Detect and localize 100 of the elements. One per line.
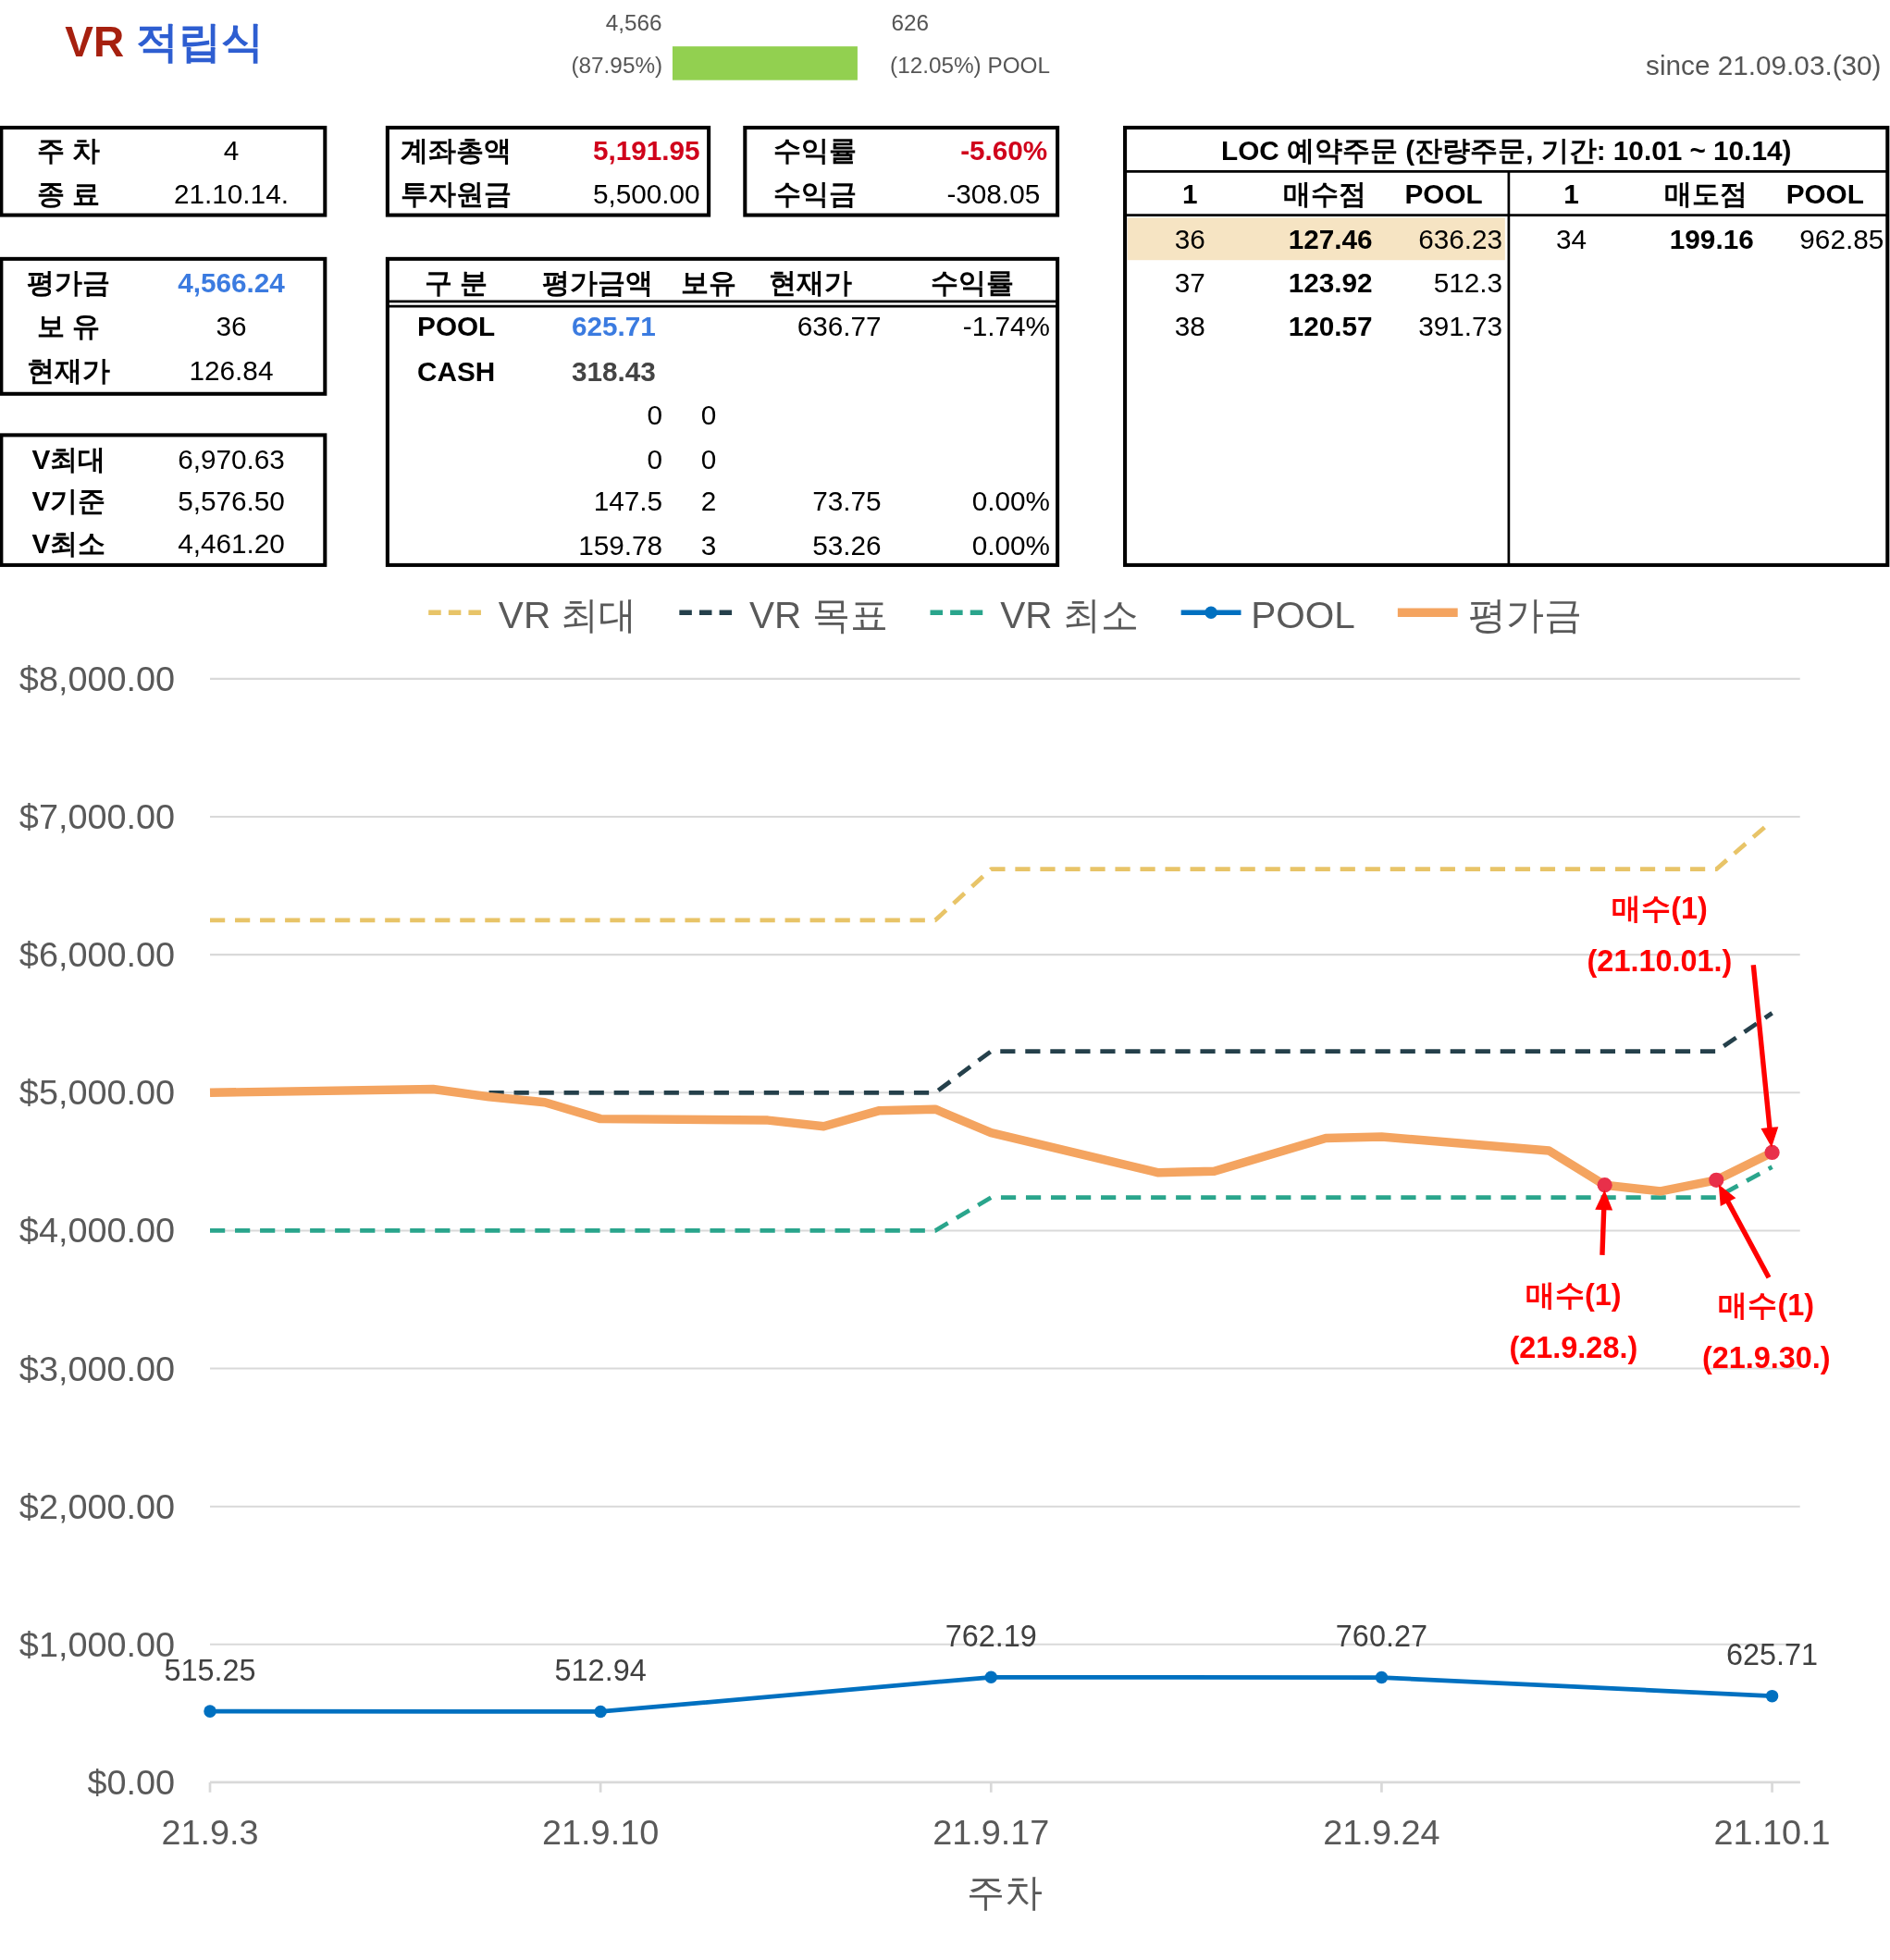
- x-tick-label: 21.9.3: [161, 1813, 259, 1853]
- text: LOC 예약주문 (잔량주문, 기간: 10.01 ~ 10.14): [1221, 134, 1792, 166]
- text: 보 유: [37, 311, 101, 342]
- text: -5.60%: [960, 134, 1048, 166]
- text: 4: [223, 134, 240, 166]
- text: 보유: [681, 267, 737, 299]
- text: 2: [700, 486, 717, 517]
- x-tick-label: 21.9.10: [542, 1813, 660, 1853]
- text: 주 차: [37, 134, 101, 166]
- text: 37: [1174, 267, 1205, 299]
- y-tick-label: $7,000.00: [19, 797, 176, 836]
- text: 21.10.14.: [173, 179, 289, 210]
- data-label: 762.19: [945, 1619, 1037, 1653]
- annotation: 매수(1) (21.10.01.): [1587, 892, 1733, 979]
- text: 5,191.95: [592, 134, 700, 166]
- text: 147.5: [593, 486, 663, 517]
- point: [1765, 1689, 1779, 1703]
- text: -1.74%: [962, 311, 1050, 342]
- text: 4,566: [605, 9, 662, 35]
- text: 현재가: [768, 267, 852, 299]
- text: POOL: [1785, 179, 1864, 210]
- text: 53.26: [812, 529, 882, 561]
- data-label: 625.71: [1726, 1638, 1819, 1672]
- y-tick-label: $3,000.00: [19, 1349, 176, 1388]
- x-tick-label: 21.9.17: [933, 1813, 1050, 1853]
- text: POOL: [417, 311, 496, 342]
- text: since 21.09.03.(30): [1646, 49, 1882, 80]
- point: [1375, 1670, 1389, 1684]
- y-tick-label: $0.00: [87, 1762, 176, 1802]
- text: 126.84: [189, 354, 274, 386]
- text: 962.85: [1799, 223, 1884, 254]
- legend-label: 평가금: [1467, 593, 1582, 636]
- text: V최대: [31, 443, 106, 475]
- text: 120.57: [1288, 311, 1373, 342]
- text: 종 료: [37, 179, 101, 210]
- text: 구 분: [425, 267, 488, 299]
- text: 0.00%: [971, 486, 1050, 517]
- x-tick-label: 21.10.1: [1713, 1813, 1831, 1853]
- text: 159.78: [578, 529, 663, 561]
- text: 투자원금: [401, 179, 513, 210]
- text: 123.92: [1288, 267, 1373, 299]
- text: (12.05%) POOL: [890, 52, 1051, 78]
- text: 199.16: [1669, 223, 1754, 254]
- text: 5,576.50: [178, 486, 285, 517]
- text: 수익률: [931, 267, 1015, 299]
- text: 계좌총액: [401, 134, 513, 166]
- text: 3: [700, 529, 717, 561]
- text: 수익률: [772, 134, 857, 166]
- text: POOL: [1404, 179, 1483, 210]
- text: 1: [1182, 179, 1198, 210]
- text: 626: [891, 9, 929, 35]
- text: 0.00%: [971, 529, 1050, 561]
- text: 36: [216, 311, 247, 342]
- data-label: 512.94: [554, 1653, 647, 1687]
- text: 0: [700, 443, 717, 475]
- text: 1: [1563, 179, 1579, 210]
- text: 평가금: [27, 267, 111, 299]
- data-label: 760.27: [1335, 1619, 1427, 1653]
- text: 127.46: [1288, 223, 1373, 254]
- y-tick-label: $8,000.00: [19, 659, 176, 698]
- text: 매수점: [1283, 179, 1367, 210]
- text: 318.43: [571, 355, 656, 387]
- point: [1709, 1172, 1724, 1188]
- annotation: 매수(1) (21.9.30.): [1701, 1288, 1831, 1374]
- text: 4,461.20: [178, 528, 285, 560]
- text: V기준: [31, 486, 106, 517]
- y-tick-label: $5,000.00: [19, 1073, 176, 1113]
- y-tick-label: $4,000.00: [19, 1211, 176, 1251]
- text: 0: [647, 400, 663, 431]
- text: 512.3: [1433, 267, 1503, 299]
- text: 5,500.00: [592, 179, 700, 210]
- text: 38: [1174, 311, 1205, 342]
- text: 매도점: [1664, 179, 1748, 210]
- y-tick-label: $6,000.00: [19, 935, 176, 975]
- text: 391.73: [1418, 311, 1503, 342]
- point: [594, 1705, 607, 1719]
- text: CASH: [417, 355, 496, 387]
- point: [204, 1705, 216, 1718]
- text: (87.95%): [571, 52, 663, 78]
- text: 636.77: [797, 311, 882, 342]
- y-tick-label: $2,000.00: [19, 1486, 176, 1526]
- text: 수익금: [772, 179, 857, 210]
- x-axis-title: 주차: [967, 1870, 1044, 1914]
- text: 4,566.24: [178, 267, 286, 299]
- text: VR 적립식: [65, 17, 264, 66]
- text: 0: [647, 443, 663, 475]
- legend-label: VR 최대: [498, 593, 637, 636]
- text: -308.05: [946, 179, 1041, 210]
- legend-label: VR 목표: [749, 593, 888, 636]
- text: 6,970.63: [178, 443, 285, 475]
- legend-label: VR 최소: [1000, 593, 1139, 636]
- text: 73.75: [812, 486, 882, 517]
- point: [1597, 1177, 1612, 1193]
- text: 34: [1555, 223, 1587, 254]
- annotation: 매수(1) (21.9.28.): [1509, 1278, 1638, 1364]
- text: 현재가: [27, 354, 111, 386]
- x-tick-label: 21.9.24: [1323, 1813, 1440, 1853]
- text: 36: [1174, 223, 1205, 254]
- point: [1764, 1144, 1780, 1161]
- text: 평가금액: [541, 267, 653, 299]
